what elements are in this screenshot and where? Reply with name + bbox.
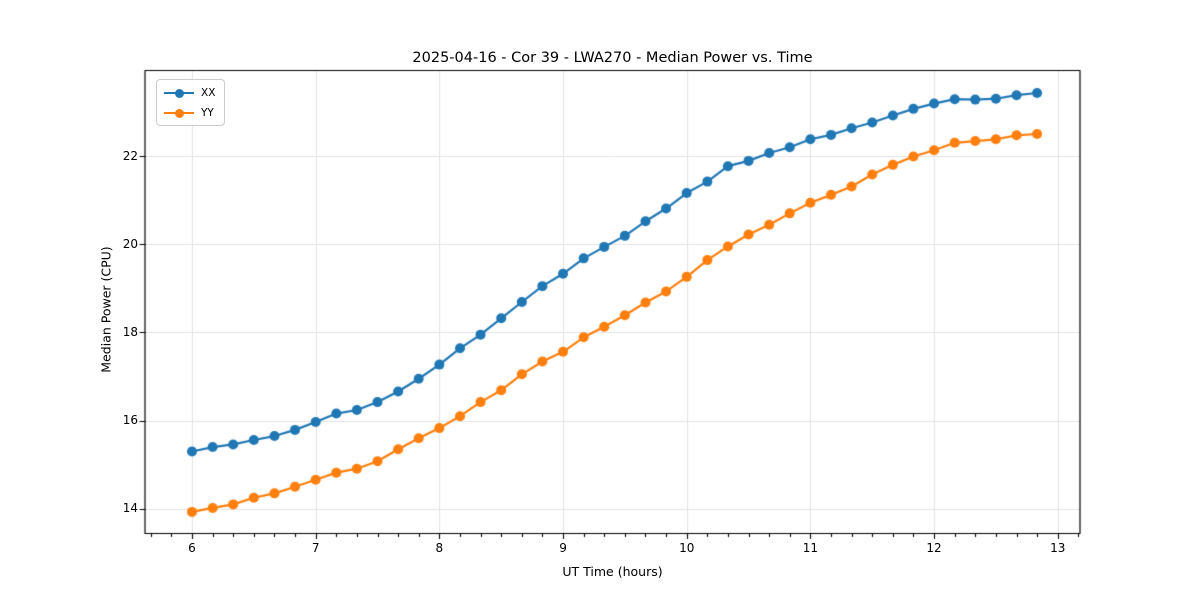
y-tick-label: 18 [122, 324, 138, 339]
legend: XX YY [156, 79, 226, 126]
chart-title: 2025-04-16 - Cor 39 - LWA270 - Median Po… [412, 50, 813, 66]
y-tick-label: 22 [122, 148, 138, 163]
x-tick-label: 6 [188, 541, 196, 555]
x-tick-label: 8 [435, 541, 444, 555]
y-tick-label: 14 [122, 501, 138, 516]
x-tick-label: 12 [926, 541, 942, 555]
legend-line-marker-icon [164, 88, 194, 98]
legend-line-marker-icon [164, 108, 194, 118]
x-tick-label: 10 [679, 541, 695, 555]
x-tick-label: 7 [311, 541, 320, 555]
x-tick-label: 11 [802, 541, 819, 555]
legend-item-label: XX [201, 86, 216, 99]
x-tick-label: 9 [559, 541, 567, 555]
legend-item: XX [164, 85, 215, 100]
x-axis-label: UT Time (hours) [562, 564, 663, 579]
x-tick-label: 13 [1050, 541, 1066, 555]
y-tick-label: 20 [122, 236, 138, 251]
legend-item: YY [164, 105, 215, 120]
y-tick-label: 16 [122, 413, 138, 428]
legend-item-label: YY [201, 106, 214, 119]
